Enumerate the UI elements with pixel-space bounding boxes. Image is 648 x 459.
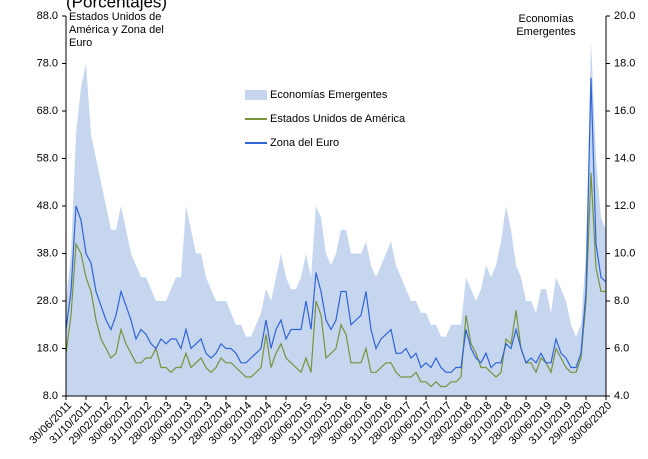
y-axis-label: América y Zona del [69,24,164,36]
y2-tick-label: 8.0 [614,295,629,307]
y-tick-label: 68.0 [37,105,58,117]
y-tick-label: 78.0 [37,57,58,69]
y2-tick-label: 20.0 [614,10,635,22]
y2-tick-label: 12.0 [614,200,635,212]
plot-area [65,39,607,397]
y-tick-label: 88.0 [37,10,58,22]
y2-tick-label: 16.0 [614,105,635,117]
y-tick-label: 28.0 [37,295,58,307]
legend-label: Zona del Euro [270,137,339,149]
line [65,77,607,373]
legend-label: Estados Unidos de América [270,113,406,125]
legend-item: Estados Unidos de América [245,113,406,125]
y2-tick-label: 4.0 [614,390,629,402]
y-tick-label: 38.0 [37,247,58,259]
legend-label: Economías Emergentes [270,89,388,101]
y-axis-label: Euro [69,37,92,49]
y-tick-label: 8.0 [43,390,58,402]
legend-swatch [245,90,267,100]
y2-tick-label: 6.0 [614,342,629,354]
y-tick-label: 58.0 [37,152,58,164]
legend-item: Zona del Euro [245,137,339,149]
y2-tick-label: 18.0 [614,57,635,69]
chart-title: (Porcentajes) [66,0,167,11]
y2-axis-label: Emergentes [516,26,576,38]
y2-tick-label: 14.0 [614,152,635,164]
area [66,39,606,397]
y-axis-label: Estados Unidos de [69,11,161,23]
y-tick-label: 18.0 [37,342,58,354]
y2-axis-label: Economías [518,13,574,25]
y-tick-label: 48.0 [37,200,58,212]
legend-item: Economías Emergentes [245,89,388,101]
y2-tick-label: 10.0 [614,247,635,259]
